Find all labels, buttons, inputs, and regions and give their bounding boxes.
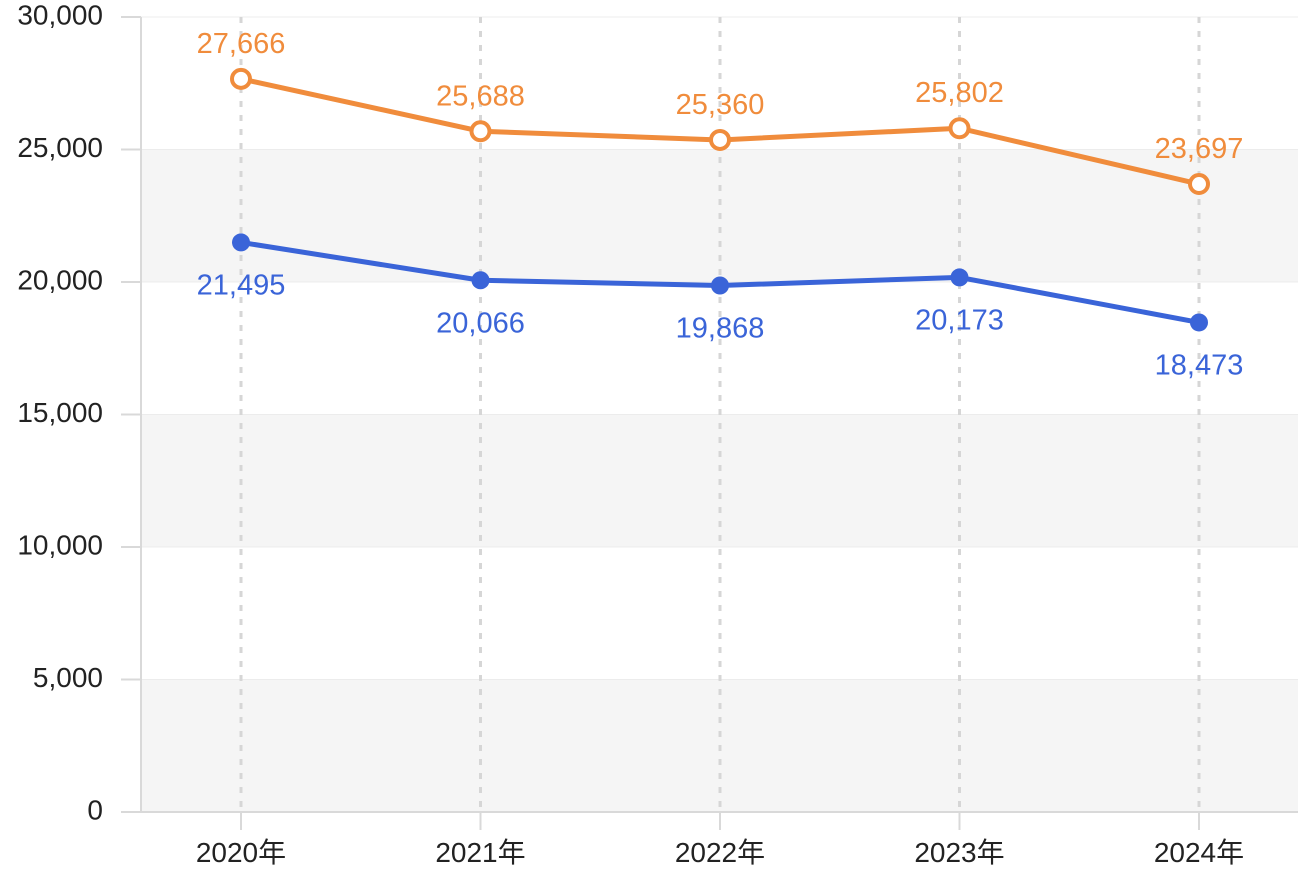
y-tick-label: 25,000 [17, 132, 103, 163]
x-axis-ticks: 2020年 2021年 2022年 2023年 2024年 [196, 812, 1244, 868]
data-label: 21,495 [197, 269, 286, 301]
x-tick-label: 2023年 [914, 837, 1004, 868]
data-point [1190, 313, 1208, 332]
y-tick-label: 30,000 [17, 0, 103, 30]
data-point [469, 120, 492, 143]
data-point [709, 128, 731, 151]
series-1: 27,666 25,688 25,360 25,802 23,697 [197, 28, 1244, 196]
data-point [711, 276, 729, 295]
y-tick-label: 10,000 [17, 529, 103, 560]
data-point [232, 233, 250, 252]
data-label: 20,066 [436, 307, 525, 339]
series-2: 21,495 20,066 19,868 20,173 18,473 [197, 233, 1244, 381]
x-tick-label: 2020年 [196, 837, 286, 868]
data-label: 27,666 [197, 28, 286, 60]
data-point [950, 268, 969, 287]
data-point [1188, 173, 1210, 196]
y-tick-label: 0 [87, 794, 103, 825]
x-tick-label: 2024年 [1154, 837, 1244, 868]
data-label: 25,802 [915, 77, 1004, 109]
data-label: 23,697 [1155, 133, 1244, 165]
y-tick-label: 15,000 [17, 397, 103, 428]
data-point [948, 117, 971, 140]
data-label: 18,473 [1155, 349, 1244, 381]
x-gridlines [239, 17, 1201, 812]
x-tick-label: 2022年 [675, 837, 765, 868]
data-label: 25,688 [436, 80, 525, 112]
data-point [230, 67, 252, 90]
data-label: 25,360 [676, 89, 765, 121]
data-label: 19,868 [676, 312, 765, 344]
y-tick-label: 20,000 [17, 264, 103, 295]
data-point [471, 271, 490, 290]
data-label: 20,173 [915, 304, 1004, 336]
x-tick-label: 2021年 [435, 837, 525, 868]
y-tick-label: 5,000 [33, 662, 103, 693]
y-axis-ticks: 0 5,000 10,000 15,000 20,000 25,000 30,000 [17, 0, 141, 825]
